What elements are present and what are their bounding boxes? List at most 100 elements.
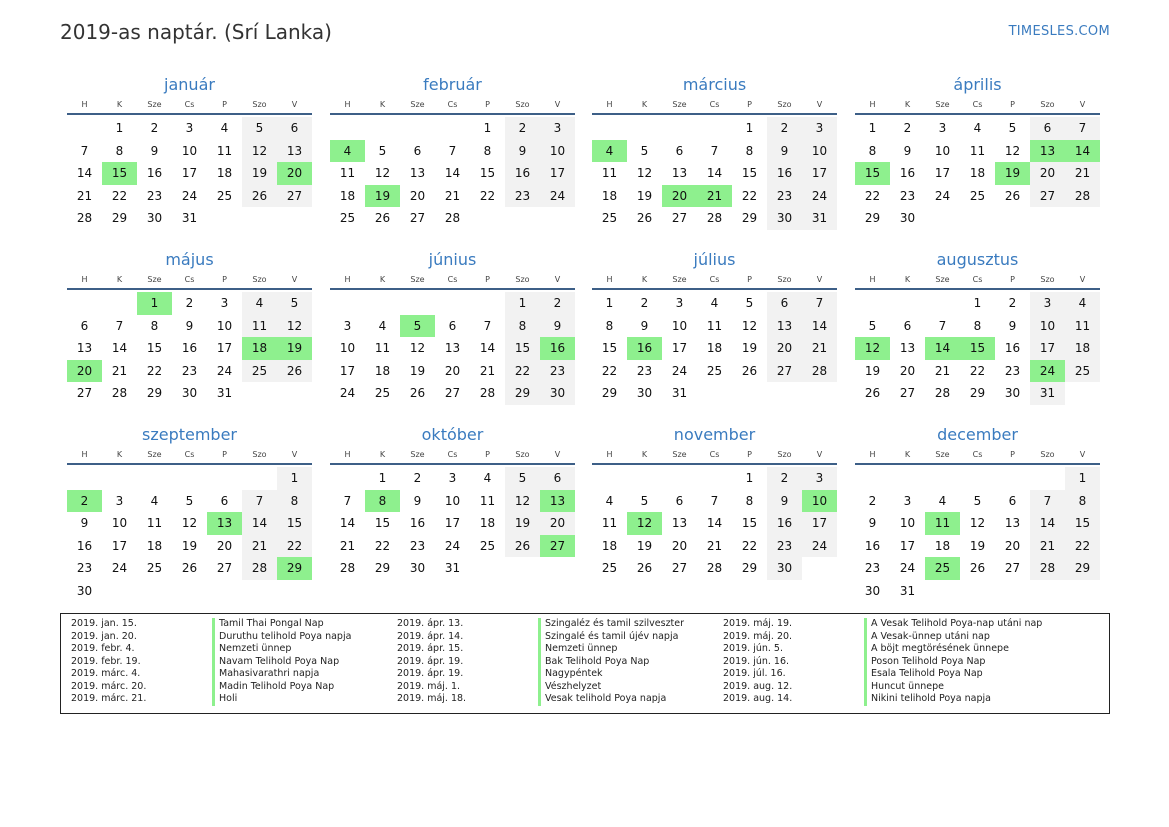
weekend-day-cell: 4 [242, 292, 277, 315]
day-cell: 11 [601, 516, 618, 530]
empty-cell [1065, 207, 1100, 230]
day-cell: 14 [76, 166, 93, 180]
day-cell: 9 [868, 516, 877, 530]
week-row: 21 22 23 24 25 26 27 [67, 184, 312, 207]
week-row: 22 23 24 25 26 27 28 [592, 359, 837, 382]
month-divider [330, 288, 575, 290]
weekday-label: V [291, 450, 298, 459]
day-cell: 9 [903, 143, 912, 158]
day-cell: 3 [220, 296, 229, 310]
weekend-day-cell: 28 [242, 557, 277, 580]
day-cell: 24 [444, 538, 461, 553]
day-cell: 13 [899, 341, 916, 355]
day-cell: 23 [899, 188, 916, 203]
weekday-label: P [485, 100, 490, 109]
weekend-day-cell: 20 [540, 512, 575, 535]
empty-cell [137, 467, 172, 490]
day-cell: 4 [220, 121, 229, 135]
day-cell: 9 [1008, 318, 1017, 333]
day-cell: 20 [444, 363, 461, 378]
weekend-day-cell: 3 [802, 117, 837, 140]
legend-row: 2019. ápr. 15. Nemzeti ünnep [397, 643, 717, 656]
legend-row: 2019. ápr. 14. Szingalé és tamil újév nap… [397, 630, 717, 643]
day-cell: 30 [181, 386, 198, 400]
empty-cell [802, 557, 837, 580]
day-cell: 19 [636, 188, 653, 203]
day-cell: 8 [150, 318, 159, 333]
weekend-day-cell: 23 [505, 184, 540, 207]
weekend-day-cell: 17 [540, 162, 575, 185]
holiday-date: 2019. márc. 20. [71, 680, 147, 692]
holiday-day-cell: 15 [102, 162, 137, 185]
month-name: március [682, 75, 747, 94]
month-divider [330, 113, 575, 115]
day-cell: 29 [741, 561, 758, 575]
day-cell: 30 [76, 583, 93, 598]
day-cell: 7 [938, 318, 947, 333]
week-row: 4 5 6 7 8 9 10 [330, 139, 575, 162]
brand-link[interactable]: TIMESLES.COM [1008, 24, 1110, 39]
day-cell: 29 [374, 561, 391, 575]
day-cell: 16 [76, 538, 93, 553]
holiday-day-cell: 14 [1065, 139, 1100, 162]
day-cell: 13 [444, 341, 461, 355]
legend-row: 2019. ápr. 19. Nagypéntek [397, 668, 717, 681]
day-cell: 2 [1008, 296, 1017, 310]
week-row: 23 24 25 26 27 28 29 [855, 557, 1100, 580]
day-cell: 28 [706, 561, 723, 575]
holiday-day-cell: 15 [855, 162, 890, 185]
weekday-label: H [869, 275, 876, 284]
weekday-label: K [641, 100, 648, 109]
holiday-date: 2019. máj. 20. [723, 630, 793, 642]
weekend-day-cell: 16 [505, 162, 540, 185]
day-cell: 7 [710, 143, 719, 158]
holiday-day-cell: 13 [1030, 139, 1065, 162]
day-cell: 4 [378, 318, 387, 333]
weekend-day-cell: 5 [505, 467, 540, 490]
day-cell: 11 [146, 516, 163, 530]
day-cell: 24 [899, 561, 916, 575]
legend-row: 2019. febr. 4. Nemzeti ünnep [71, 643, 391, 656]
weekday-label: Sze [147, 100, 162, 109]
holiday-day-cell: 21 [697, 184, 732, 207]
legend-row: 2019. máj. 1. Vészhelyzet [397, 680, 717, 693]
week-row: 25 26 27 28 29 30 31 [592, 207, 837, 230]
weekend-day-cell: 17 [802, 512, 837, 535]
day-cell: 30 [864, 583, 881, 598]
day-cell: 23 [146, 188, 163, 203]
empty-cell [960, 207, 995, 230]
day-cell: 18 [969, 166, 986, 180]
weekday-label: Sze [410, 450, 425, 459]
day-cell: 10 [111, 516, 128, 530]
weekday-label: K [641, 275, 648, 284]
day-cell: 11 [479, 493, 496, 508]
holiday-day-cell: 1 [137, 292, 172, 315]
day-cell: 27 [76, 386, 93, 400]
day-cell: 16 [899, 166, 916, 180]
empty-cell [277, 580, 312, 603]
holiday-date: 2019. ápr. 15. [397, 643, 464, 654]
holiday-day-cell: 13 [540, 489, 575, 512]
day-cell: 26 [741, 363, 758, 378]
empty-cell [855, 292, 890, 315]
legend-row: 2019. máj. 18. Vesak telihold Poya napja [397, 693, 717, 706]
day-cell: 5 [973, 493, 982, 508]
day-cell: 14 [706, 166, 723, 180]
day-cell: 11 [216, 143, 233, 158]
day-cell: 2 [413, 471, 422, 485]
day-cell: 18 [934, 538, 951, 553]
empty-cell [697, 117, 732, 140]
day-cell: 10 [671, 318, 688, 333]
empty-cell [102, 467, 137, 490]
weekday-label: P [1010, 275, 1015, 284]
day-cell: 24 [216, 363, 233, 378]
weekend-day-cell: 20 [767, 337, 802, 360]
weekday-label: H [606, 100, 613, 109]
day-cell: 7 [710, 493, 719, 508]
empty-cell [330, 117, 365, 140]
holiday-name: Nemzeti ünnep [212, 643, 291, 656]
month-divider [330, 463, 575, 465]
week-row: 4 5 6 7 8 9 10 [592, 489, 837, 512]
